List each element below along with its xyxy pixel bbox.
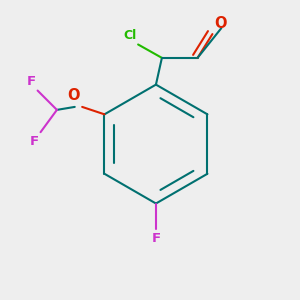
Text: F: F [27,75,36,88]
Text: Cl: Cl [123,29,136,42]
Text: O: O [67,88,80,103]
Text: F: F [152,232,160,245]
Text: F: F [30,134,39,148]
Text: O: O [214,16,226,31]
